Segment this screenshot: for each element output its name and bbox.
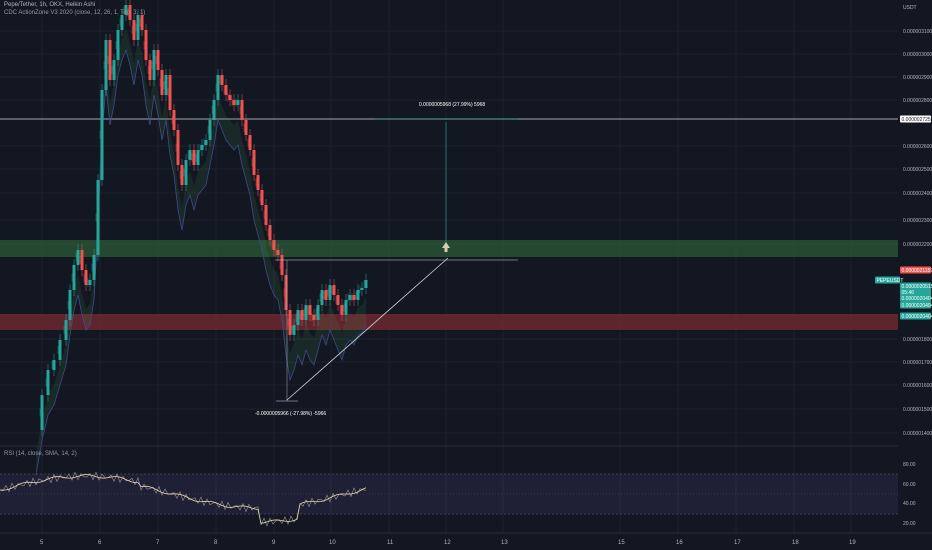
time-tick: 18 [792, 540, 799, 546]
price-tag-text: 0.0000020404 [902, 296, 932, 302]
price-tag [900, 282, 931, 290]
drawings[interactable]: 0.0000005968 (27.99%) 5968 -0.0000005966… [255, 102, 518, 417]
currency-label: USDT [903, 5, 917, 11]
green-zone [0, 240, 898, 257]
time-tick: 12 [444, 540, 451, 546]
price-tag [900, 288, 931, 296]
time-tick: 5 [40, 540, 44, 546]
rsi-tick: 60.00 [903, 482, 916, 488]
price-tick: 0.0000023000 [903, 218, 932, 224]
price-tick: 0.0000031000 [903, 29, 932, 35]
time-tick: 9 [272, 540, 276, 546]
price-tick: 0.0000029000 [903, 75, 932, 81]
price-tick: 0.0000030000 [903, 52, 932, 58]
price-tick: 0.0000028000 [903, 98, 932, 104]
time-tick: 13 [501, 540, 508, 546]
time-tick: 7 [156, 540, 160, 546]
price-tag-text: 05:46 [902, 290, 915, 296]
price-tag-text: 0.0000020404 [902, 314, 932, 320]
price-axis[interactable]: USDT 0.0000031000 0.0000030000 0.000002900… [875, 5, 932, 437]
up-arrow-icon [442, 242, 450, 252]
rsi-ma-line [0, 474, 367, 524]
price-tag [875, 276, 900, 284]
time-axis[interactable]: 5 6 7 8 9 10 11 12 13 15 16 17 18 19 [40, 540, 856, 546]
price-tag-text: 0.0000021159 [902, 268, 932, 274]
ascending-trendline[interactable] [286, 257, 449, 401]
price-tick: 0.0000022000 [903, 242, 932, 248]
up-measure-label: 0.0000005968 (27.99%) 5968 [419, 102, 485, 108]
rsi-pane [0, 445, 898, 527]
price-tag [900, 115, 931, 123]
price-tag [900, 301, 931, 309]
rsi-tick: 20.00 [903, 521, 916, 527]
rsi-legend[interactable]: RSI (14, close, SMA, 14, 2) [4, 451, 77, 457]
time-tick: 17 [734, 540, 741, 546]
time-tick: 6 [98, 540, 102, 546]
price-tick: 0.0000014000 [903, 431, 932, 437]
time-tick: 11 [387, 540, 394, 546]
price-tick: 0.0000016000 [903, 383, 932, 389]
down-measure-label: -0.0000005966 (-27.98%) -5966 [255, 411, 326, 417]
price-tag [900, 294, 931, 302]
price-tick: 0.0000026000 [903, 144, 932, 150]
rsi-axis[interactable]: 80.00 60.00 40.00 20.00 [903, 462, 916, 527]
red-zone [0, 314, 898, 330]
price-tag [900, 266, 931, 274]
rsi-tick: 40.00 [903, 501, 916, 507]
price-tick: 0.0000024000 [903, 191, 932, 197]
grid [0, 0, 898, 533]
symbol-legend[interactable]: Pepe/Tether, 1h, OKX, Heikin Ashi [4, 2, 96, 8]
rsi-tick: 80.00 [903, 462, 916, 468]
time-tick: 19 [849, 540, 856, 546]
candles [39, 0, 368, 436]
rsi-band [0, 474, 898, 514]
price-tag [900, 312, 931, 320]
price-tag-text: 0.0000027259 [902, 117, 932, 123]
price-tick: 0.0000025000 [903, 167, 932, 173]
price-tick: 0.0000015000 [903, 407, 932, 413]
price-tick: 0.0000017000 [903, 360, 932, 366]
price-tag-text: PEPEUSDT [877, 278, 904, 284]
time-tick: 10 [329, 540, 336, 546]
time-tick: 16 [676, 540, 683, 546]
time-tick: 15 [618, 540, 625, 546]
time-tick: 8 [214, 540, 218, 546]
price-tick: 0.0000018000 [903, 337, 932, 343]
indicator-legend[interactable]: CDC ActionZone V3 2020 (close, 12, 26, 1… [4, 10, 146, 16]
price-tag-text: 0.0000020404 [902, 303, 932, 309]
price-tag-text: 0.0000020515 [902, 284, 932, 290]
